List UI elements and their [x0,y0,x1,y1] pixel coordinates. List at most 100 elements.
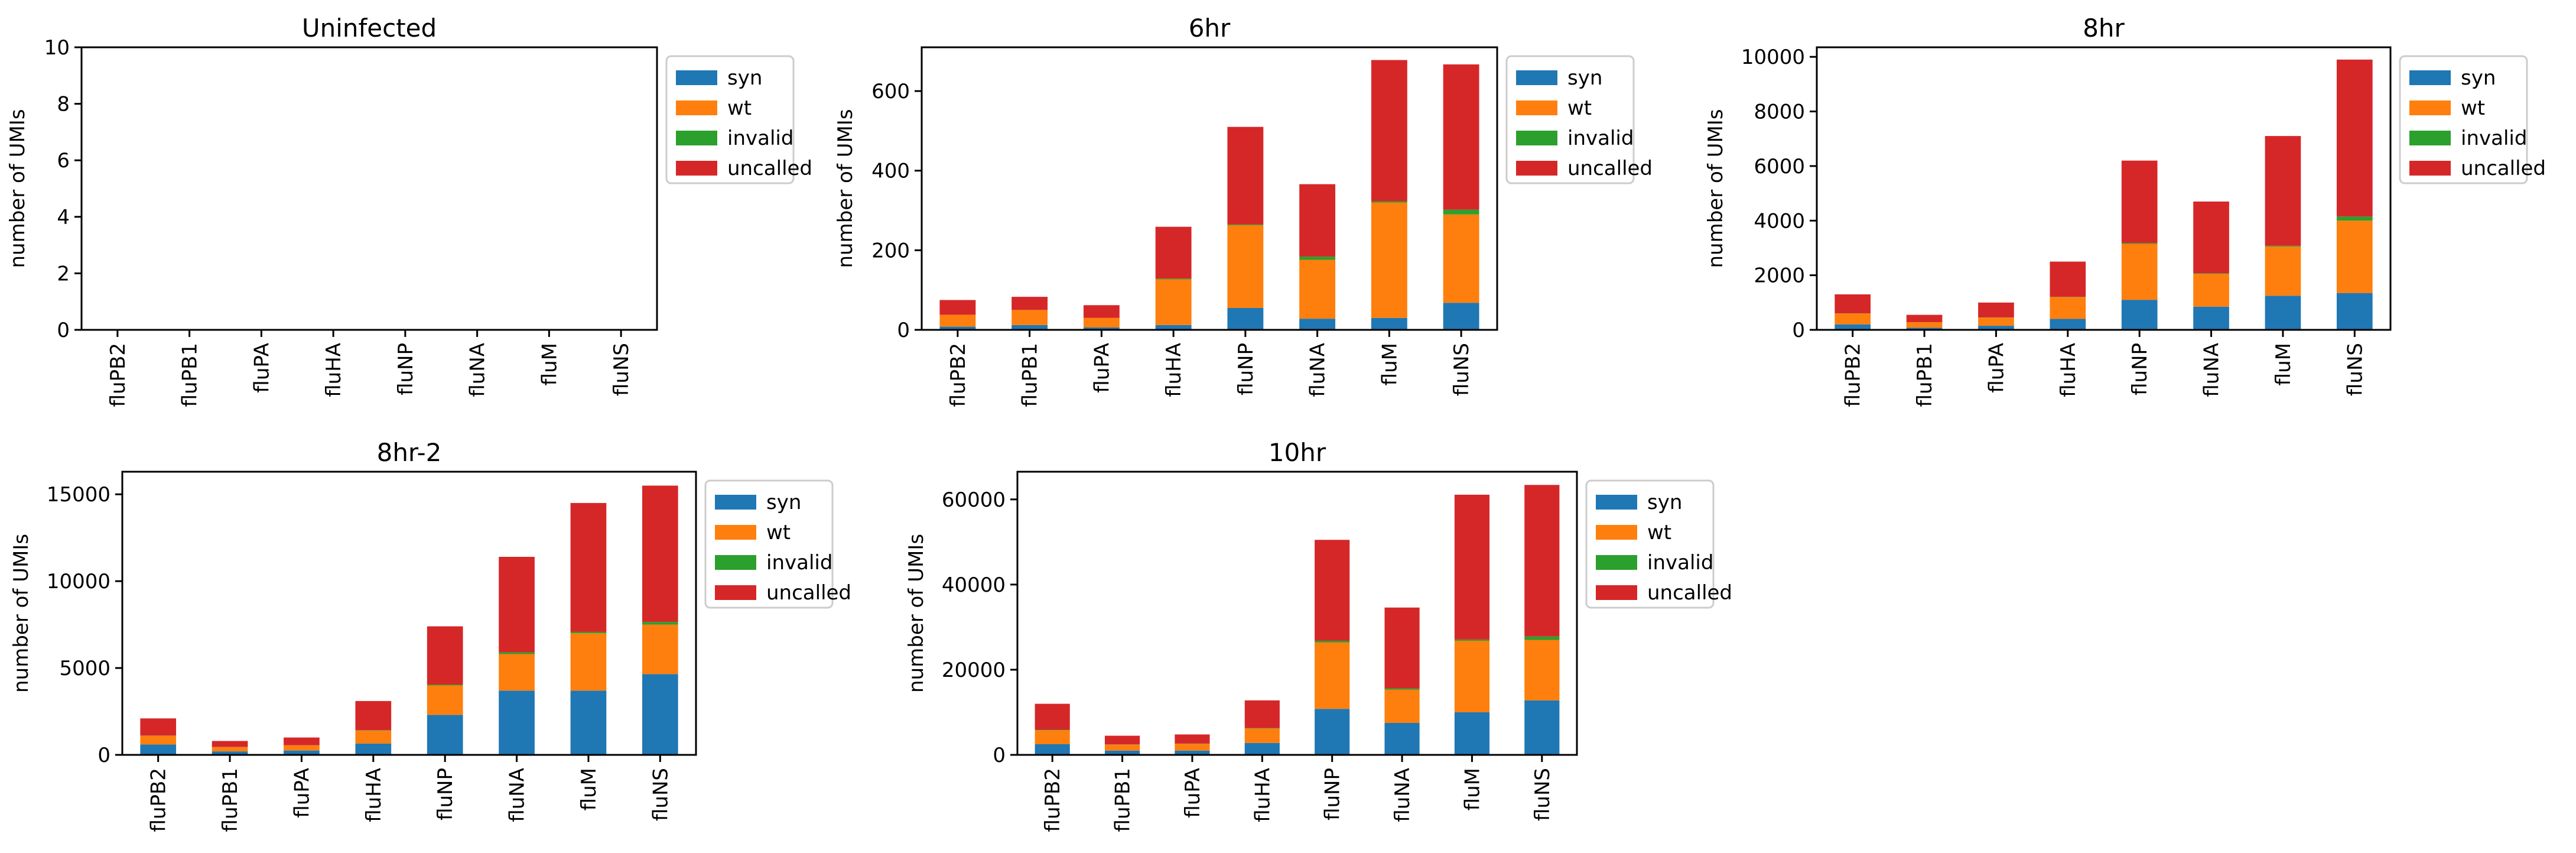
legend-label-invalid: invalid [1647,551,1713,575]
bar-uncalled-fluNP [427,627,463,685]
x-tick-label-fluNS: fluNS [1531,768,1554,821]
x-tick-label-fluPB2: fluPB2 [147,768,171,832]
x-tick-label-fluPB1: fluPB1 [1019,343,1042,407]
legend-label-wt: wt [766,521,791,544]
bar-wt-fluPB1 [1907,322,1943,327]
legend-swatch-invalid [1516,131,1557,145]
x-tick-label-fluM: fluM [2272,343,2295,385]
bar-wt-fluPB2 [939,314,975,326]
x-tick-label-fluNP: fluNP [394,343,418,395]
panel-title: 6hr [1189,14,1231,43]
y-tick-label: 400 [871,160,910,183]
x-tick-label-fluNP: fluNP [1234,343,1258,395]
legend-label-invalid: invalid [1567,127,1634,150]
bar-invalid-fluHA [1245,728,1280,729]
legend-label-uncalled: uncalled [1647,581,1732,605]
bar-uncalled-fluHA [1156,227,1192,279]
x-tick-label-fluPB1: fluPB1 [219,768,242,832]
bar-invalid-fluHA [355,730,391,731]
bars [1035,485,1560,755]
bar-syn-fluNS [1524,700,1559,755]
x-tick-label-fluPB1: fluPB1 [1111,768,1135,832]
bar-wt-fluHA [1156,279,1192,325]
bar-wt-fluPB1 [1011,310,1048,325]
y-tick-label: 10 [44,36,70,60]
y-tick-label: 2000 [1754,264,1805,288]
bar-uncalled-fluNP [2122,161,2158,243]
bar-uncalled-fluPB1 [1105,736,1140,745]
bar-wt-fluM [1455,641,1489,712]
bar-invalid-fluNP [1315,641,1349,643]
bar-wt-fluNA [2193,274,2229,306]
bar-invalid-fluM [2265,246,2301,247]
panel-title: 10hr [1269,438,1326,467]
bar-uncalled-fluPA [284,738,320,745]
bar-uncalled-fluNS [1524,485,1559,636]
bar-syn-fluNS [2337,293,2373,330]
x-tick-label-fluPB2: fluPB2 [106,343,130,407]
y-tick-label: 5000 [59,657,110,680]
bar-wt-fluNP [1227,225,1263,308]
bar-uncalled-fluPB2 [939,300,975,315]
legend-swatch-syn [2409,70,2451,85]
bar-uncalled-fluNS [1443,64,1479,210]
y-tick-label: 600 [871,80,910,103]
bar-wt-fluPA [284,745,320,751]
x-tick-label-fluNP: fluNP [2128,343,2152,395]
bar-uncalled-fluNA [499,557,535,653]
bar-invalid-fluNS [642,622,678,624]
x-tick-label-fluPB2: fluPB2 [947,343,970,407]
bar-wt-fluHA [1245,728,1280,742]
x-tick-label-fluHA: fluHA [362,768,386,822]
y-axis-label: number of UMIs [905,534,928,693]
x-tick-label-fluNP: fluNP [1321,768,1345,820]
y-axis-label: number of UMIs [6,109,30,268]
bar-wt-fluM [571,633,607,690]
bar-uncalled-fluNA [1299,184,1335,257]
bar-uncalled-fluNP [1315,540,1349,641]
bar-uncalled-fluPB2 [1035,704,1070,730]
legend-swatch-syn [1596,495,1637,510]
legend-swatch-wt [676,100,717,115]
bar-wt-fluPA [1175,744,1209,751]
legend-swatch-wt [1596,525,1637,540]
bar-wt-fluNS [642,625,678,674]
bar-invalid-fluNA [1384,689,1419,690]
bar-uncalled-fluNS [642,486,678,622]
legend-swatch-syn [676,70,717,85]
panel-title: 8hr-2 [377,438,442,467]
legend-label-wt: wt [727,96,752,120]
y-tick-label: 0 [97,744,110,767]
bars [939,60,1479,330]
legend-label-uncalled: uncalled [1567,157,1653,180]
bar-invalid-fluM [1371,202,1407,203]
bar-syn-fluNP [2122,300,2158,330]
x-tick-label-fluM: fluM [538,343,561,385]
bar-uncalled-fluM [1371,60,1407,202]
y-axis-label: number of UMIs [1704,109,1728,268]
x-tick-label-fluNA: fluNA [1306,343,1330,397]
y-tick-label: 4 [57,206,70,229]
x-tick-label-fluPB2: fluPB2 [1041,768,1065,832]
x-tick-label-fluHA: fluHA [322,343,346,397]
bar-wt-fluPB1 [212,747,248,751]
bar-wt-fluPB1 [1105,745,1140,751]
x-tick-label-fluM: fluM [1378,343,1401,385]
x-tick-label-fluNA: fluNA [466,343,490,397]
bar-uncalled-fluM [571,503,607,632]
legend-label-syn: syn [1567,66,1602,90]
legend-swatch-syn [715,495,756,510]
legend-swatch-uncalled [676,161,717,176]
y-tick-label: 0 [1792,319,1805,342]
bar-invalid-fluHA [1156,278,1192,279]
legend-swatch-uncalled [715,585,756,600]
bar-syn-fluM [1371,318,1407,330]
bar-invalid-fluM [571,632,607,633]
bar-syn-fluPB2 [140,744,176,755]
